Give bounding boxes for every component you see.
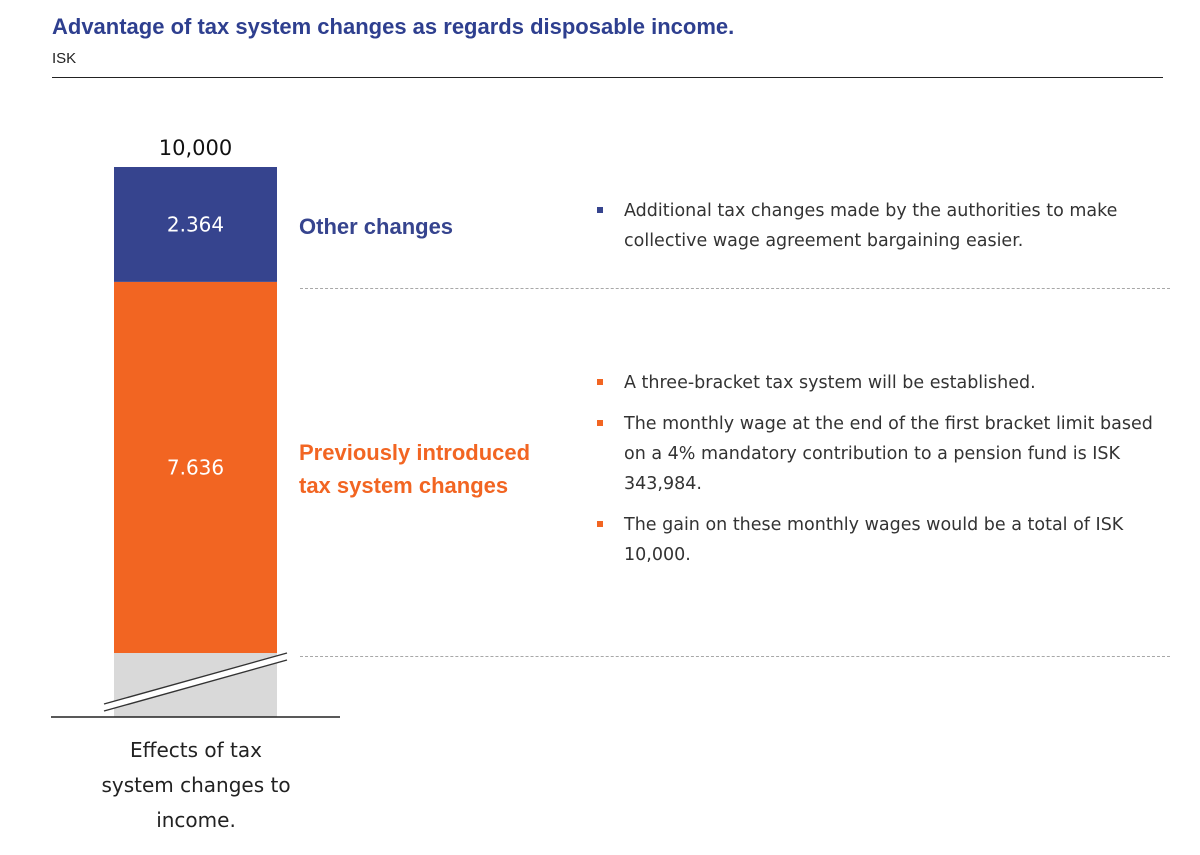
note-text: The gain on these monthly wages would be… xyxy=(624,515,1124,565)
note-text: The monthly wage at the end of the first… xyxy=(624,414,1153,494)
bullet-square-icon xyxy=(597,521,603,527)
notes-previous-changes: A three-bracket tax system will be estab… xyxy=(596,368,1156,581)
axis-break-line-upper xyxy=(103,652,288,705)
legend-label-previous-line-1: Previously introduced xyxy=(299,440,531,465)
legend-label-previous-line-2: tax system changes xyxy=(299,473,509,498)
data-label-previous-changes: 7.636 xyxy=(167,455,224,479)
axis-break-line-lower xyxy=(103,659,288,712)
bullet-square-icon xyxy=(597,420,603,426)
note-item: The gain on these monthly wages would be… xyxy=(596,510,1156,570)
chart-unit: ISK xyxy=(52,50,77,67)
data-label-other-changes: 2.364 xyxy=(167,212,224,236)
note-text: A three-bracket tax system will be estab… xyxy=(624,373,1036,393)
legend-label-other-changes: Other changes xyxy=(299,214,454,239)
legend-label-previous-changes: Previously introduced tax system changes xyxy=(299,436,530,502)
bar-segment-previous-changes xyxy=(114,281,277,653)
note-item: Additional tax changes made by the autho… xyxy=(596,196,1156,256)
total-label: 10,000 xyxy=(159,136,232,160)
bar-segment-other-changes xyxy=(114,167,277,282)
segment-divider-bottom xyxy=(300,656,1170,657)
segment-divider-top xyxy=(300,288,1170,289)
axis-break-gap xyxy=(103,652,288,711)
notes-other-changes: Additional tax changes made by the autho… xyxy=(596,196,1156,267)
note-item: A three-bracket tax system will be estab… xyxy=(596,368,1156,398)
bullet-square-icon xyxy=(597,207,603,213)
category-label-line-3: income. xyxy=(156,808,236,832)
category-label-line-1: Effects of tax xyxy=(130,738,262,762)
note-item: The monthly wage at the end of the first… xyxy=(596,409,1156,499)
category-label-line-2: system changes to xyxy=(101,773,291,797)
title-divider xyxy=(52,77,1163,78)
bullet-square-icon xyxy=(597,379,603,385)
note-text: Additional tax changes made by the autho… xyxy=(624,201,1118,251)
chart-title: Advantage of tax system changes as regar… xyxy=(52,14,735,39)
category-label: Effects of tax system changes to income. xyxy=(80,733,312,838)
